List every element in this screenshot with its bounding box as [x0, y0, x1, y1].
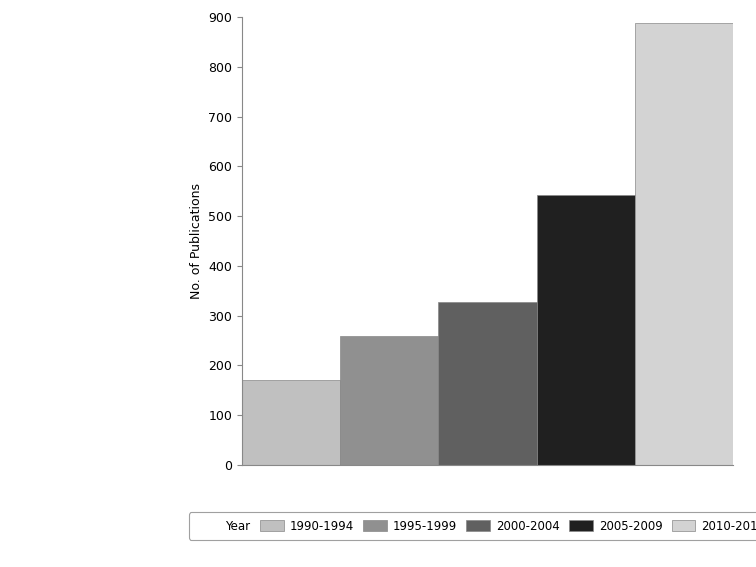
- Y-axis label: No. of Publications: No. of Publications: [190, 183, 203, 299]
- Bar: [635, 23, 733, 465]
- Legend: Year, 1990-1994, 1995-1999, 2000-2004, 2005-2009, 2010-2014: Year, 1990-1994, 1995-1999, 2000-2004, 2…: [189, 513, 756, 540]
- Bar: [340, 336, 438, 465]
- Bar: [438, 302, 537, 465]
- Bar: [242, 380, 340, 465]
- Bar: [537, 194, 635, 465]
